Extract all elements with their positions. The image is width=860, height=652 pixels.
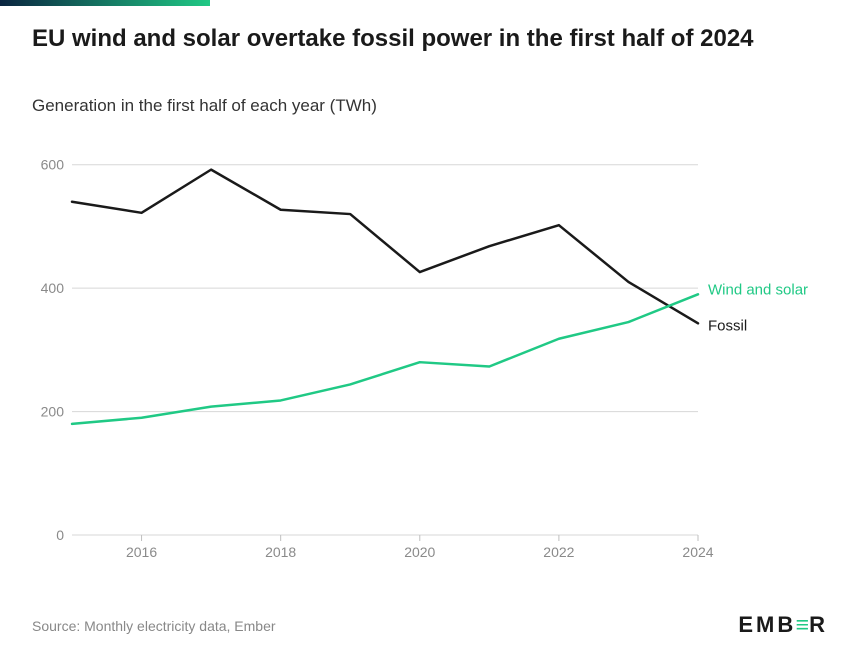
series-line-wind-and-solar <box>72 294 698 424</box>
line-chart: 0 200 400 600 2016 2018 2020 2022 2024 Fossil Wind… <box>32 130 828 570</box>
chart-subtitle: Generation in the first half of each yea… <box>32 96 377 116</box>
x-tick-label: 2022 <box>543 544 574 560</box>
y-tick-label: 200 <box>41 404 65 420</box>
x-tick-label: 2020 <box>404 544 435 560</box>
top-accent-bar <box>0 0 210 6</box>
series-line-fossil <box>72 170 698 324</box>
x-tick-label: 2018 <box>265 544 296 560</box>
y-tick-label: 0 <box>56 527 64 543</box>
x-tick-label: 2024 <box>682 544 713 560</box>
y-tick-label: 600 <box>41 157 65 173</box>
y-tick-label: 400 <box>41 280 65 296</box>
chart-title: EU wind and solar overtake fossil power … <box>32 24 828 54</box>
x-tick-label: 2016 <box>126 544 157 560</box>
chart-container: 0 200 400 600 2016 2018 2020 2022 2024 Fossil Wind… <box>32 130 828 570</box>
series-label-wind-and-solar: Wind and solar <box>708 281 808 298</box>
source-note: Source: Monthly electricity data, Ember <box>32 618 276 634</box>
series-label-fossil: Fossil <box>708 317 747 334</box>
ember-logo: EMB≡R <box>738 612 828 638</box>
